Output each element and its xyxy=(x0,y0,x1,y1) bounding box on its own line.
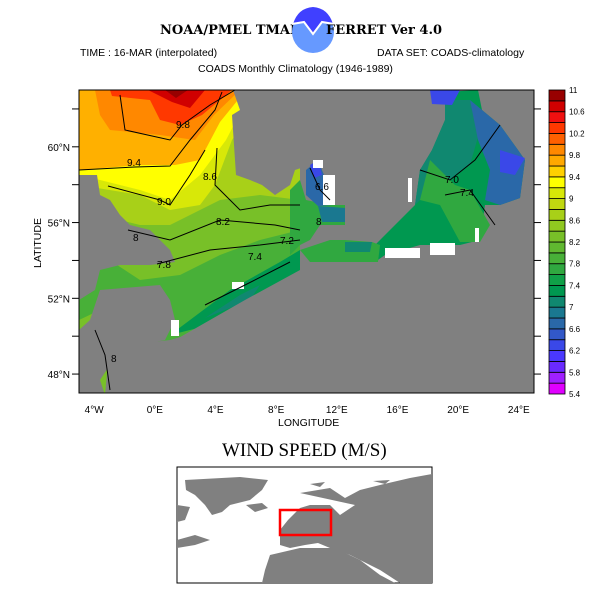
inset-land xyxy=(177,474,432,583)
x-tick-label: 20°E xyxy=(447,405,469,416)
colorbar-swatch xyxy=(548,100,566,113)
colorbar-swatch xyxy=(548,89,566,102)
plot-subtitle: COADS Monthly Climatology (1946-1989) xyxy=(198,63,393,75)
colorbar-swatch xyxy=(548,328,566,341)
contour-label: 8 xyxy=(133,233,139,244)
colorbar-swatch xyxy=(548,198,566,210)
colorbar-label: 7 xyxy=(569,303,574,312)
colorbar-swatch xyxy=(548,154,566,167)
contour-label: 7.4 xyxy=(248,252,262,263)
colorbar-label: 5.8 xyxy=(569,368,581,377)
colorbar-label: 8.6 xyxy=(569,216,581,225)
colorbar-swatch xyxy=(548,230,566,243)
colorbar-swatch xyxy=(548,122,566,134)
x-tick-label: 0°E xyxy=(147,405,164,416)
colorbar-swatch xyxy=(548,295,566,308)
colorbar: 11 10.6 10.2 9.8 9.4 9 8.6 8.2 7.8 7.4 7 6.6 6.2 5.8 5… xyxy=(548,86,585,399)
contour-label: 6.6 xyxy=(315,182,329,193)
contour-label: 7.4 xyxy=(460,188,474,199)
colorbar-label: 10.6 xyxy=(569,108,585,117)
inset-locator-map xyxy=(176,466,433,584)
contour-labels: 9.8 9.4 9.0 8.6 8.2 8 7.8 7.4 7.2 6.6 8 … xyxy=(111,120,474,365)
colorbar-swatch xyxy=(548,339,566,351)
colorbar-swatch xyxy=(548,165,566,178)
colorbar-label: 6.6 xyxy=(569,325,581,334)
colorbar-label: 5.4 xyxy=(569,390,581,399)
contour-lines xyxy=(79,90,501,391)
colorbar-swatch xyxy=(548,263,566,275)
contour-label: 8.2 xyxy=(216,217,230,228)
x-tick-label: 24°E xyxy=(508,405,530,416)
colorbar-label: 9.8 xyxy=(569,151,581,160)
colorbar-label: 11 xyxy=(569,86,578,95)
inset-region-highlight xyxy=(278,508,333,537)
x-tick-label: 12°E xyxy=(326,405,348,416)
y-tick-label: 48°N xyxy=(48,370,70,381)
contour-label: 7.2 xyxy=(280,236,294,247)
y-tick-label: 60°N xyxy=(48,143,70,154)
plot-frame xyxy=(78,89,535,394)
colorbar-swatch xyxy=(548,111,566,123)
colorbar-swatch xyxy=(548,176,566,189)
y-tick-label: 52°N xyxy=(48,294,70,305)
x-axis-label: LONGITUDE xyxy=(278,417,339,429)
colorbar-label: 9 xyxy=(569,195,574,204)
colorbar-swatch xyxy=(548,143,566,156)
contour-label: 9.4 xyxy=(127,158,141,169)
colorbar-swatch xyxy=(548,350,566,362)
land-masses xyxy=(79,90,534,393)
colorbar-swatch xyxy=(548,187,566,199)
x-tick-label: 16°E xyxy=(387,405,409,416)
colorbar-swatch xyxy=(548,371,566,384)
y-axis-label: LATITUDE xyxy=(32,218,44,268)
baltic-field xyxy=(290,90,525,262)
noaa-logo-icon xyxy=(291,7,335,53)
contour-label: 7.8 xyxy=(157,260,171,271)
colorbar-label: 7.8 xyxy=(569,260,581,269)
colorbar-swatch xyxy=(548,209,566,221)
colorbar-label: 6.2 xyxy=(569,347,581,356)
contour-label: 7.0 xyxy=(445,175,459,186)
dataset-label: DATA SET: COADS-climatology xyxy=(377,47,525,59)
colorbar-label: 7.4 xyxy=(569,281,581,290)
colorbar-swatch xyxy=(548,252,566,265)
x-tick-label: 4°W xyxy=(85,405,105,416)
colorbar-swatch xyxy=(548,219,566,232)
contour-label: 8 xyxy=(316,217,322,228)
colorbar-swatch xyxy=(548,382,566,395)
header-left-title: NOAA/PMEL TMAP xyxy=(160,23,300,38)
header-right-title: FERRET Ver 4.0 xyxy=(326,23,442,38)
colorbar-label: 9.4 xyxy=(569,173,581,182)
colorbar-swatch xyxy=(548,241,566,254)
contour-label: 9.8 xyxy=(176,120,190,131)
colorbar-label: 10.2 xyxy=(569,129,585,138)
x-tick-label: 8°E xyxy=(268,405,285,416)
wind-speed-field: 9.8 9.4 9.0 8.6 8.2 8 7.8 7.4 7.2 6.6 8 … xyxy=(79,90,534,393)
chart-title: WIND SPEED (M/S) xyxy=(222,440,387,461)
time-label: TIME : 16-MAR (interpolated) xyxy=(80,47,217,59)
colorbar-label: 8.2 xyxy=(569,238,581,247)
colorbar-swatch xyxy=(548,285,566,297)
contour-label: 8.6 xyxy=(203,172,217,183)
y-tick-label: 56°N xyxy=(48,219,70,230)
colorbar-swatch xyxy=(548,317,566,330)
colorbar-swatch xyxy=(548,274,566,286)
missing-data-patches xyxy=(171,160,479,336)
contour-label: 9.0 xyxy=(157,197,171,208)
colorbar-swatch xyxy=(548,306,566,319)
colorbar-swatch xyxy=(548,133,566,145)
axes: 4°W 0°E 4°E 8°E 12°E 16°E 20°E 24°E 48°N 52°N 56°N… xyxy=(48,108,541,416)
x-tick-label: 4°E xyxy=(207,405,224,416)
contour-label: 8 xyxy=(111,354,117,365)
colorbar-swatch xyxy=(548,361,566,373)
